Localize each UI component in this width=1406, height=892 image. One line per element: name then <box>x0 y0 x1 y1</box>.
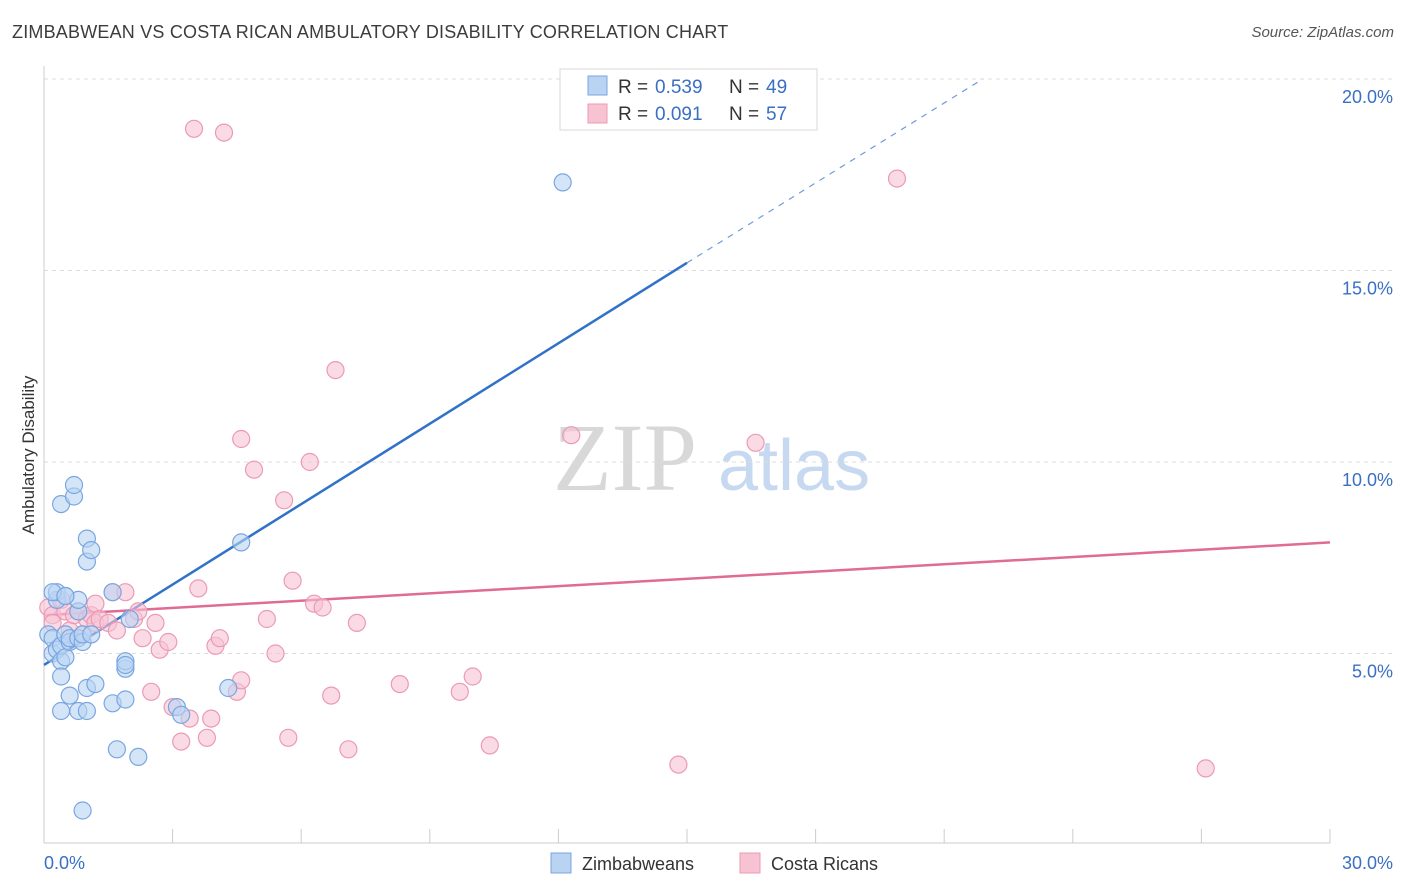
zimbabwean-point-14 <box>60 686 79 705</box>
point-layer <box>39 119 1215 820</box>
axis-layer: 5.0% 10.0% 15.0% 20.0% 0.0% 30.0% <box>43 66 1393 873</box>
costa-rican-point-20 <box>133 629 152 648</box>
legend-n-label-1: N = <box>729 77 764 98</box>
zimbabwean-point-8 <box>51 701 71 721</box>
legend-r-label-2: R = <box>618 104 653 125</box>
costa-rican-point-59 <box>1196 759 1215 778</box>
legend-n-value-1: 49 <box>766 77 787 98</box>
costa-rican-point-22 <box>146 613 165 633</box>
zimbabwean-point-48 <box>56 586 75 606</box>
legend-r-value-1: 0.539 <box>655 77 703 98</box>
zimbabwean-point-44 <box>219 678 238 698</box>
costa-rican-point-49 <box>339 740 358 759</box>
costa-rican-point-38 <box>244 460 264 479</box>
costa-rican-point-41 <box>275 491 294 510</box>
costa-rican-point-50 <box>347 613 366 633</box>
zimbabwean-point-31 <box>82 540 101 560</box>
costa-rican-point-54 <box>480 736 499 755</box>
bottom-legend-label-zimbabweans: Zimbabweans <box>582 854 694 874</box>
legend-n-value-2: 57 <box>766 104 787 125</box>
legend-swatch-costa-ricans <box>587 103 608 124</box>
costa-rican-point-24 <box>159 632 178 652</box>
costa-rican-point-52 <box>450 682 469 701</box>
costa-rican-trend-line <box>43 541 1331 617</box>
costa-rican-point-34 <box>214 123 234 142</box>
zimbabwean-point-13 <box>56 648 75 667</box>
costa-rican-point-55 <box>562 426 581 445</box>
costa-rican-point-43 <box>283 571 302 590</box>
grid-layer <box>44 78 1392 654</box>
costa-rican-point-28 <box>184 119 204 138</box>
series-legend: Zimbabweans Costa Ricans <box>550 852 878 874</box>
zimbabwean-point-41 <box>120 609 139 629</box>
costa-rican-point-47 <box>322 686 341 705</box>
correlation-legend: R = 0.539 N = 49 R = 0.091 N = 57 <box>559 68 818 131</box>
costa-rican-point-57 <box>746 433 765 452</box>
zimbabwean-point-34 <box>107 740 127 759</box>
zimbabwean-point-18 <box>64 475 84 495</box>
costa-rican-point-53 <box>463 667 482 686</box>
costa-rican-point-42 <box>279 728 298 747</box>
y-tick-label-20: 20.0% <box>1342 87 1393 107</box>
bottom-legend-swatch-zimbabweans <box>550 852 572 874</box>
zimbabwean-point-40 <box>116 655 135 675</box>
zimbabwean-trend-line <box>43 261 688 667</box>
x-tick-label-min: 0.0% <box>44 853 85 873</box>
costa-rican-point-36 <box>232 429 251 449</box>
legend-n-label-2: N = <box>729 104 764 125</box>
costa-rican-point-40 <box>266 644 285 663</box>
costa-rican-point-31 <box>202 709 221 728</box>
y-tick-label-10: 10.0% <box>1342 470 1393 490</box>
bottom-legend-swatch-costa-ricans <box>739 852 761 874</box>
zimbabwean-point-32 <box>86 674 105 694</box>
costa-rican-point-44 <box>300 452 319 472</box>
zimbabwean-point-43 <box>172 705 191 724</box>
costa-rican-point-51 <box>390 674 409 694</box>
legend-r-label-1: R = <box>618 77 653 98</box>
costa-rican-point-30 <box>197 728 216 747</box>
legend-r-value-2: 0.091 <box>655 104 703 125</box>
costa-rican-point-58 <box>887 169 907 188</box>
watermark-zip: ZIP <box>553 404 697 511</box>
trend-layer <box>43 78 1331 667</box>
bottom-legend-label-costa-ricans: Costa Ricans <box>771 854 878 874</box>
zimbabwean-point-37 <box>129 747 148 767</box>
zimbabwean-point-45 <box>232 533 251 552</box>
zimbabwean-point-46 <box>553 173 572 192</box>
costa-rican-point-16 <box>107 621 127 640</box>
y-tick-label-5: 5.0% <box>1352 662 1393 682</box>
costa-rican-point-26 <box>172 732 191 751</box>
chart-title: ZIMBABWEAN VS COSTA RICAN AMBULATORY DIS… <box>12 22 729 42</box>
zimbabwean-point-9 <box>51 667 71 686</box>
legend-swatch-zimbabweans <box>587 75 608 96</box>
costa-rican-point-33 <box>210 629 229 648</box>
costa-rican-point-29 <box>189 579 208 598</box>
costa-rican-point-39 <box>257 609 276 629</box>
zimbabwean-point-24 <box>73 801 92 820</box>
y-axis-label: Ambulatory Disability <box>19 375 38 534</box>
zimbabwean-point-27 <box>77 701 97 721</box>
costa-rican-point-48 <box>326 361 345 380</box>
costa-rican-point-56 <box>669 755 688 774</box>
x-tick-label-max: 30.0% <box>1342 853 1393 873</box>
costa-rican-point-21 <box>142 682 161 701</box>
watermark-atlas: atlas <box>718 426 870 506</box>
zimbabwean-point-36 <box>116 690 135 709</box>
chart-source: Source: ZipAtlas.com <box>1251 24 1394 41</box>
y-tick-label-15: 15.0% <box>1342 279 1393 299</box>
costa-rican-point-12 <box>86 594 105 613</box>
zimbabwean-point-35 <box>103 583 122 602</box>
costa-rican-point-46 <box>313 598 332 617</box>
zimbabwean-point-30 <box>82 625 101 644</box>
zimbabwean-trend-extension <box>686 78 984 264</box>
